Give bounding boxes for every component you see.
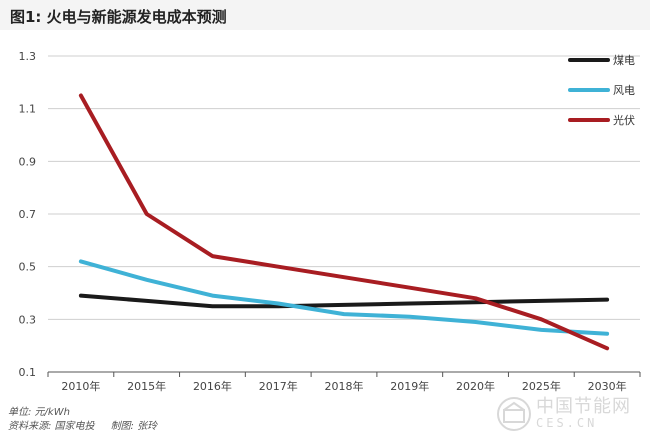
watermark: 中国节能网 CES.CN (496, 390, 646, 440)
legend-label: 光伏 (613, 113, 635, 127)
series-line-1 (78, 259, 610, 336)
x-tick-label: 2030年 (588, 379, 627, 393)
x-tick-label: 2018年 (325, 379, 364, 393)
x-tick-label: 2017年 (259, 379, 298, 393)
y-tick-label: 0.7 (19, 208, 37, 221)
y-tick-label: 0.1 (19, 366, 37, 379)
y-tick-label: 1.1 (19, 103, 37, 116)
x-tick-label: 2025年 (522, 379, 561, 393)
footnote: 单位: 元/kWh 资料来源: 国家电投 制图: 张玲 (8, 406, 157, 434)
watermark-name: 中国节能网 (536, 396, 631, 417)
source-note: 资料来源: 国家电投 (8, 421, 95, 432)
y-tick-label: 0.3 (19, 313, 37, 326)
watermark-logo-icon (497, 397, 531, 431)
watermark-domain: CES.CN (536, 416, 598, 430)
x-tick-label: 2016年 (193, 379, 232, 393)
axes: 0.1 0.3 0.5 0.7 0.9 1.1 1.3 2010年 2015年 2016年 2017… (19, 50, 641, 393)
unit-note: 单位: 元/kWh (8, 407, 70, 418)
series-line-0 (78, 293, 610, 309)
legend-label: 风电 (613, 84, 635, 97)
series-lines (78, 93, 610, 351)
series-line-2 (78, 93, 610, 351)
y-tick-label: 0.9 (19, 155, 37, 168)
y-tick-label: 1.3 (19, 50, 37, 63)
x-tick-label: 2010年 (61, 379, 100, 393)
line-chart: 0.1 0.3 0.5 0.7 0.9 1.1 1.3 2010年 2015年 2016年 2017… (19, 50, 641, 393)
author-note: 制图: 张玲 (110, 421, 158, 432)
x-tick-label: 2015年 (127, 379, 166, 393)
y-tick-label: 0.5 (19, 261, 37, 274)
x-tick-label: 2020年 (456, 379, 495, 393)
legend-label: 煤电 (613, 54, 635, 67)
x-tick-label: 2019年 (390, 379, 429, 393)
source-line: 资料来源: 国家电投 制图: 张玲 (8, 420, 157, 434)
chart-title: 图1: 火电与新能源发电成本预测 (10, 8, 227, 26)
title-bar: 图1: 火电与新能源发电成本预测 (0, 0, 650, 30)
